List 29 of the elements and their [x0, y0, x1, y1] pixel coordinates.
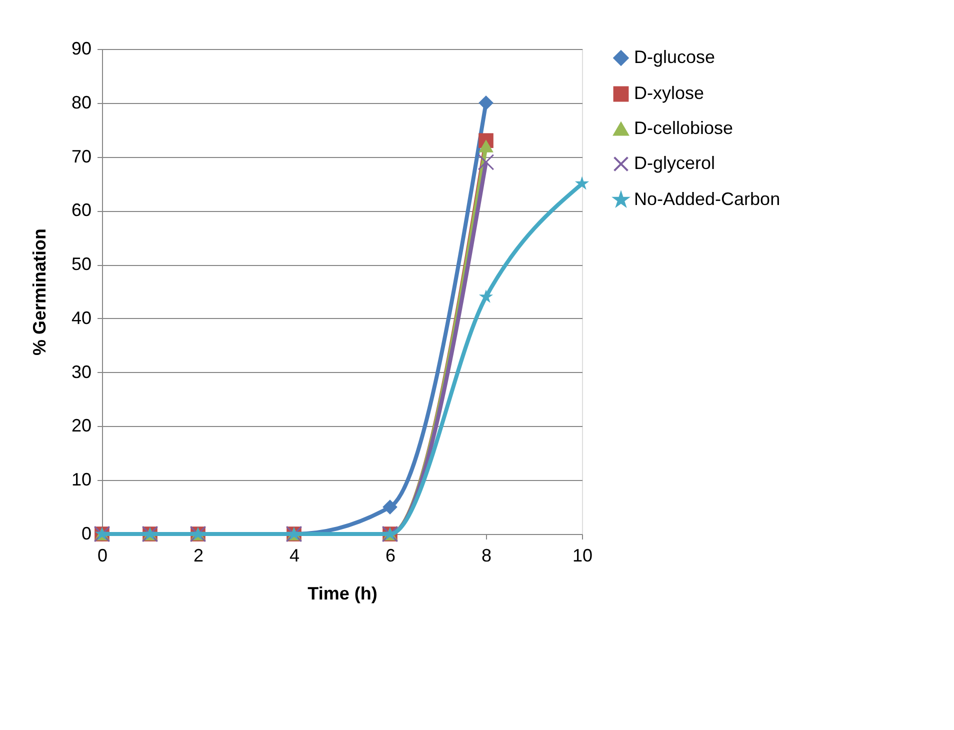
legend-label: D-glucose: [634, 47, 716, 67]
y-tick-label: 70: [71, 146, 92, 166]
y-tick-label: 40: [71, 308, 92, 328]
x-tick-label: 0: [97, 546, 108, 566]
y-tick-label: 80: [71, 92, 92, 112]
x-tick-label: 8: [481, 546, 492, 566]
point: [478, 140, 494, 152]
legend-label: D-glycerol: [634, 153, 716, 173]
x-tick-label: 10: [572, 546, 593, 566]
legend-label: D-xylose: [634, 83, 704, 103]
y-tick-label: 20: [71, 416, 92, 436]
y-tick-label: 50: [71, 254, 92, 274]
y-tick-label: 60: [71, 200, 92, 220]
y-axis-title: % Germination: [29, 228, 50, 356]
y-tick-label: 10: [71, 470, 92, 490]
point: [574, 176, 590, 190]
point: [478, 154, 494, 170]
point: [478, 289, 494, 303]
x-tick-label: 6: [385, 546, 396, 566]
y-tick-label: 30: [71, 362, 92, 382]
x-axis-title: Time (h): [308, 584, 378, 604]
legend-label: No-Added-Carbon: [634, 189, 780, 209]
x-tick-label: 2: [193, 546, 204, 566]
x-tick-label: 4: [289, 546, 300, 566]
legend-label: D-cellobiose: [634, 118, 734, 138]
point: [382, 500, 398, 514]
point: [478, 95, 494, 110]
y-tick-label: 90: [71, 38, 92, 58]
y-tick-label: 0: [81, 524, 92, 544]
